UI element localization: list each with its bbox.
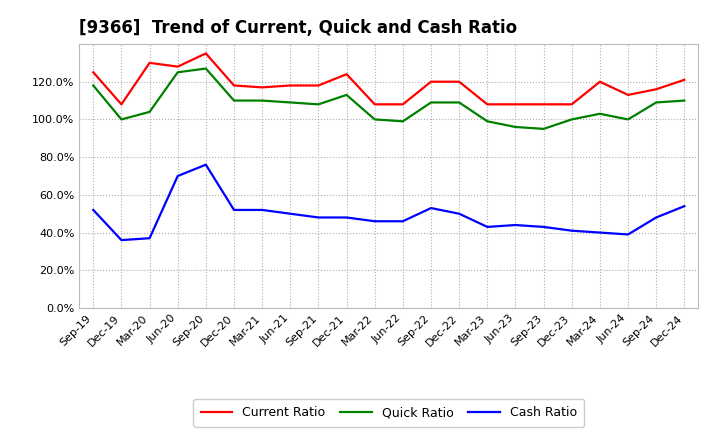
Quick Ratio	[595, 111, 604, 117]
Current Ratio	[624, 92, 632, 98]
Cash Ratio	[202, 162, 210, 167]
Quick Ratio	[539, 126, 548, 132]
Quick Ratio	[567, 117, 576, 122]
Line: Quick Ratio: Quick Ratio	[94, 69, 684, 129]
Cash Ratio	[286, 211, 294, 216]
Text: [9366]  Trend of Current, Quick and Cash Ratio: [9366] Trend of Current, Quick and Cash …	[79, 19, 518, 37]
Cash Ratio	[652, 215, 660, 220]
Cash Ratio	[230, 207, 238, 213]
Legend: Current Ratio, Quick Ratio, Cash Ratio: Current Ratio, Quick Ratio, Cash Ratio	[194, 399, 584, 427]
Current Ratio	[117, 102, 126, 107]
Cash Ratio	[117, 238, 126, 243]
Current Ratio	[89, 70, 98, 75]
Line: Cash Ratio: Cash Ratio	[94, 165, 684, 240]
Cash Ratio	[174, 173, 182, 179]
Quick Ratio	[511, 125, 520, 130]
Current Ratio	[202, 51, 210, 56]
Cash Ratio	[258, 207, 266, 213]
Quick Ratio	[455, 100, 464, 105]
Cash Ratio	[427, 205, 436, 211]
Quick Ratio	[174, 70, 182, 75]
Cash Ratio	[455, 211, 464, 216]
Quick Ratio	[483, 119, 492, 124]
Quick Ratio	[370, 117, 379, 122]
Quick Ratio	[202, 66, 210, 71]
Quick Ratio	[145, 109, 154, 114]
Cash Ratio	[342, 215, 351, 220]
Cash Ratio	[399, 219, 408, 224]
Cash Ratio	[145, 235, 154, 241]
Current Ratio	[567, 102, 576, 107]
Current Ratio	[539, 102, 548, 107]
Quick Ratio	[680, 98, 688, 103]
Cash Ratio	[483, 224, 492, 230]
Quick Ratio	[314, 102, 323, 107]
Quick Ratio	[399, 119, 408, 124]
Current Ratio	[652, 87, 660, 92]
Current Ratio	[595, 79, 604, 84]
Cash Ratio	[624, 232, 632, 237]
Cash Ratio	[511, 222, 520, 227]
Cash Ratio	[539, 224, 548, 230]
Current Ratio	[427, 79, 436, 84]
Current Ratio	[230, 83, 238, 88]
Current Ratio	[483, 102, 492, 107]
Current Ratio	[455, 79, 464, 84]
Cash Ratio	[680, 204, 688, 209]
Quick Ratio	[230, 98, 238, 103]
Cash Ratio	[89, 207, 98, 213]
Current Ratio	[286, 83, 294, 88]
Current Ratio	[370, 102, 379, 107]
Quick Ratio	[624, 117, 632, 122]
Cash Ratio	[370, 219, 379, 224]
Current Ratio	[342, 72, 351, 77]
Quick Ratio	[427, 100, 436, 105]
Current Ratio	[258, 85, 266, 90]
Cash Ratio	[314, 215, 323, 220]
Current Ratio	[145, 60, 154, 66]
Line: Current Ratio: Current Ratio	[94, 53, 684, 104]
Current Ratio	[174, 64, 182, 69]
Quick Ratio	[286, 100, 294, 105]
Quick Ratio	[117, 117, 126, 122]
Quick Ratio	[89, 83, 98, 88]
Current Ratio	[511, 102, 520, 107]
Cash Ratio	[595, 230, 604, 235]
Quick Ratio	[258, 98, 266, 103]
Current Ratio	[399, 102, 408, 107]
Cash Ratio	[567, 228, 576, 233]
Current Ratio	[314, 83, 323, 88]
Current Ratio	[680, 77, 688, 82]
Quick Ratio	[652, 100, 660, 105]
Quick Ratio	[342, 92, 351, 98]
